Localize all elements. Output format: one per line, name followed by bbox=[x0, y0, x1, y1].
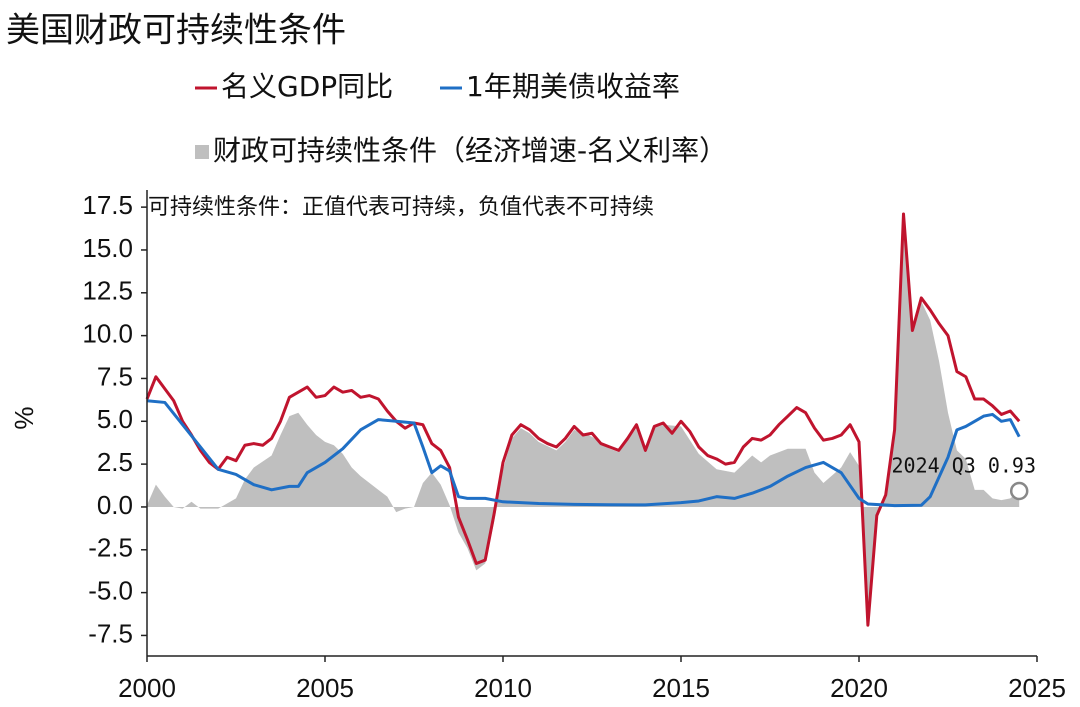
x-tick-label: 2005 bbox=[296, 673, 354, 703]
x-tick-label: 2000 bbox=[118, 673, 176, 703]
line bbox=[145, 212, 1021, 627]
y-tick-label: 12.5 bbox=[82, 276, 133, 306]
legend-label: 1年期美债收益率 bbox=[466, 70, 680, 103]
y-tick-label: -5.0 bbox=[88, 575, 133, 605]
legend-label: 名义GDP同比 bbox=[221, 70, 393, 103]
legend-label: 财政可持续性条件（经济增速-名义利率） bbox=[213, 134, 727, 167]
x-tick-label: 2015 bbox=[652, 673, 710, 703]
y-tick-label: -2.5 bbox=[88, 533, 133, 563]
line bbox=[146, 399, 1021, 508]
highlight-marker bbox=[1009, 481, 1029, 501]
y-tick-label: 7.5 bbox=[97, 361, 133, 391]
y-axis-label: % bbox=[9, 406, 39, 429]
y-tick-label: 15.0 bbox=[82, 233, 133, 263]
legend-swatch bbox=[195, 145, 209, 159]
area bbox=[147, 217, 1020, 627]
y-tick-label: 10.0 bbox=[82, 319, 133, 349]
y-tick-label: 5.0 bbox=[97, 404, 133, 434]
x-tick-label: 2020 bbox=[830, 673, 888, 703]
x-tick-label: 2025 bbox=[1008, 673, 1066, 703]
y-tick-label: 17.5 bbox=[82, 190, 133, 220]
y-tick-label: 0.0 bbox=[97, 490, 133, 520]
y-tick-label: 2.5 bbox=[97, 447, 133, 477]
chart-title: 美国财政可持续性条件 bbox=[6, 11, 346, 51]
x-tick-label: 2010 bbox=[474, 673, 532, 703]
y-tick-label: -7.5 bbox=[88, 618, 133, 648]
note: 可持续性条件：正值代表可持续，负值代表不可持续 bbox=[148, 195, 654, 220]
annotation: 2024 Q3 0.93 bbox=[892, 454, 1037, 478]
